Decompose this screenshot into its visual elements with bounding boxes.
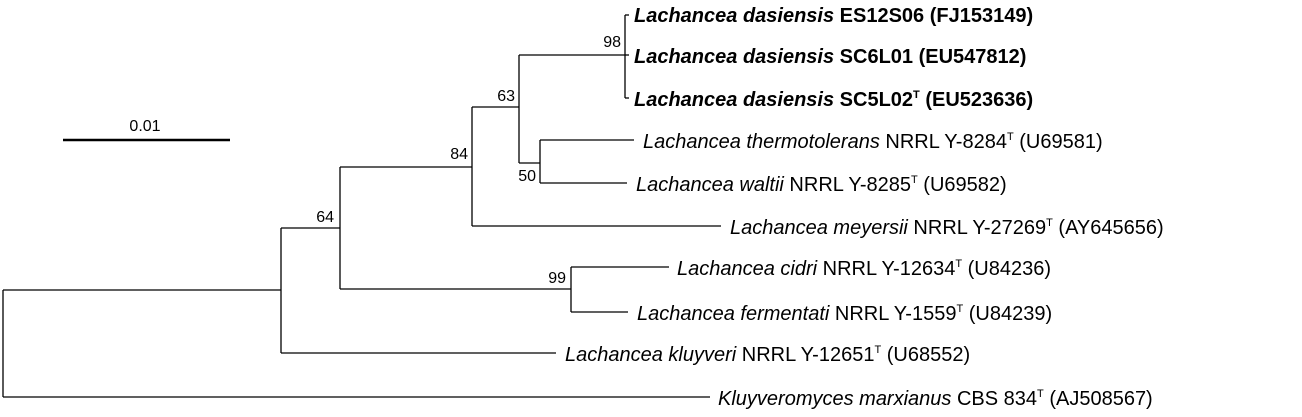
taxon-label: Lachancea dasiensis ES12S06 (FJ153149): [634, 5, 1033, 27]
bootstrap-98: 98: [603, 34, 621, 51]
bootstrap-99: 99: [548, 270, 566, 287]
taxon-labels: Lachancea dasiensis ES12S06 (FJ153149) L…: [565, 5, 1164, 410]
taxon-label: Lachancea meyersii NRRL Y-27269T (AY6456…: [730, 217, 1164, 239]
bootstrap-64: 64: [316, 209, 334, 226]
scale-bar: 0.01: [63, 118, 230, 142]
taxon-label: Lachancea cidri NRRL Y-12634T (U84236): [677, 258, 1051, 280]
bootstrap-values: 98 63 84 50 64 99: [316, 34, 621, 287]
taxon-label: Lachancea dasiensis SC6L01 (EU547812): [634, 46, 1026, 68]
taxon-label: Kluyveromyces marxianus CBS 834T (AJ5085…: [718, 388, 1153, 410]
taxon-label: Lachancea fermentati NRRL Y-1559T (U8423…: [637, 303, 1052, 325]
bootstrap-50: 50: [518, 168, 536, 185]
bootstrap-84: 84: [450, 146, 468, 163]
scale-bar-label: 0.01: [129, 118, 160, 135]
taxon-label: Lachancea dasiensis SC5L02T (EU523636): [634, 89, 1033, 111]
taxon-label: Lachancea kluyveri NRRL Y-12651T (U68552…: [565, 344, 970, 366]
taxon-label: Lachancea thermotolerans NRRL Y-8284T (U…: [643, 131, 1103, 153]
bootstrap-63: 63: [497, 88, 515, 105]
tree-branches: [2, 14, 721, 398]
taxon-label: Lachancea waltii NRRL Y-8285T (U69582): [636, 174, 1007, 196]
